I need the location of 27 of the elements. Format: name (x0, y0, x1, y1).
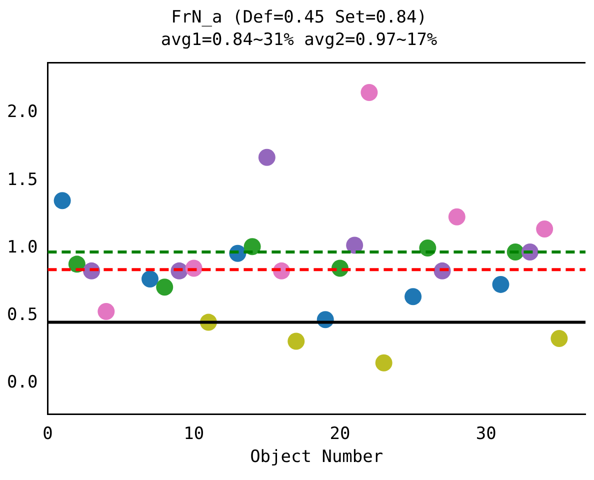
point (550, 330, 568, 348)
point (346, 236, 364, 254)
chart-title: FrN_a (Def=0.45 Set=0.84) (171, 8, 427, 28)
point (54, 192, 71, 210)
x-tick-label: 20 (330, 424, 350, 444)
point (448, 208, 466, 226)
y-tick-label: 1.0 (6, 237, 38, 258)
y-tick-label: 0.5 (6, 304, 38, 325)
y-tick-label: 2.0 (6, 102, 38, 122)
x-tick-label: 0 (42, 424, 53, 444)
point (404, 288, 422, 306)
y-tick-label: 0.0 (6, 372, 38, 393)
y-tick-label: 1.5 (6, 170, 38, 190)
point (142, 270, 159, 288)
point (258, 148, 276, 166)
point (98, 302, 115, 320)
point (536, 220, 554, 238)
point (492, 276, 510, 293)
point (156, 278, 174, 296)
x-axis-title: Object Number (250, 447, 384, 468)
x-tick-label: 30 (476, 424, 496, 444)
point (244, 238, 261, 256)
point (360, 84, 378, 102)
point (288, 332, 305, 350)
chart-subtitle: avg1=0.84~31% avg2=0.97~17% (160, 30, 438, 50)
x-tick-label: 10 (184, 424, 204, 444)
point (375, 354, 392, 372)
